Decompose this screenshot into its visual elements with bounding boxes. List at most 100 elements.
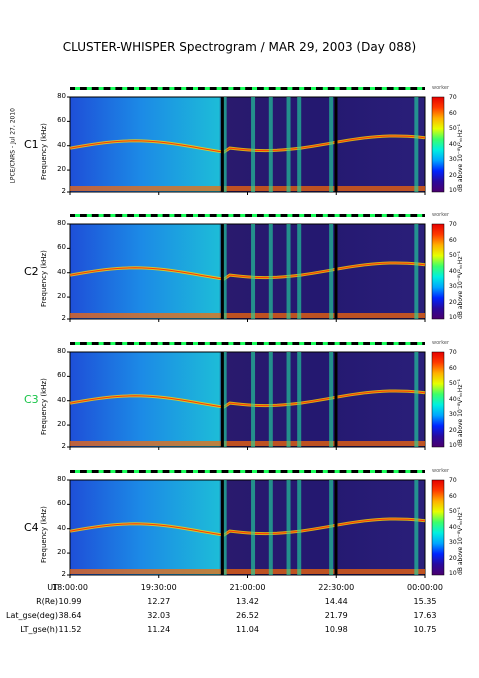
status-segment — [275, 342, 281, 345]
status-segment — [358, 87, 364, 90]
status-segment — [287, 214, 293, 217]
wave-burst — [286, 97, 291, 192]
spectrogram-c1 — [69, 96, 426, 193]
status-segment — [370, 87, 375, 90]
status-segment — [98, 214, 104, 217]
status-segment — [75, 214, 80, 217]
status-segment — [370, 342, 375, 345]
table-cell: 18:00:00 — [52, 583, 88, 592]
status-segment — [86, 214, 92, 217]
status-segment — [157, 87, 163, 90]
wave-burst — [286, 480, 291, 575]
status-segment — [275, 470, 281, 473]
status-segment — [381, 214, 387, 217]
status-segment — [405, 214, 411, 217]
status-segment — [193, 470, 198, 473]
data-gap — [334, 224, 338, 319]
wave-burst — [297, 97, 302, 192]
status-segment — [86, 470, 92, 473]
status-segment — [228, 87, 234, 90]
status-segment — [134, 214, 139, 217]
status-segment — [110, 342, 116, 345]
status-segment — [381, 470, 387, 473]
status-segment — [322, 87, 328, 90]
wave-burst — [286, 224, 291, 319]
status-segment — [86, 342, 92, 345]
spectrogram-c3 — [69, 351, 426, 448]
data-gap — [220, 480, 224, 575]
status-segment — [334, 342, 340, 345]
status-segment — [181, 342, 187, 345]
table-cell: 12.27 — [147, 597, 171, 606]
wave-burst — [268, 97, 273, 192]
low-frequency-band — [70, 569, 425, 574]
status-segment — [134, 87, 139, 90]
status-segment — [299, 214, 305, 217]
table-cell: 10.98 — [324, 625, 348, 634]
chart-title: CLUSTER-WHISPER Spectrogram / MAR 29, 20… — [62, 40, 417, 54]
status-segment — [405, 87, 411, 90]
wave-burst — [297, 224, 302, 319]
status-segment — [193, 87, 198, 90]
wave-burst — [222, 97, 227, 192]
wave-burst — [329, 352, 334, 447]
spectrogram-c4 — [69, 479, 426, 576]
table-row-label: LT_gse(h) — [20, 625, 58, 634]
status-segment — [417, 470, 423, 473]
status-segment — [216, 214, 222, 217]
plasma-line — [69, 518, 426, 536]
status-segment — [98, 342, 104, 345]
status-segment — [311, 87, 316, 90]
status-segment — [240, 342, 246, 345]
status-segment — [169, 214, 175, 217]
status-segment — [157, 342, 163, 345]
table-cell: 11.52 — [58, 625, 82, 634]
table-cell: 26.52 — [236, 611, 259, 620]
table-cell: 22:30:00 — [318, 583, 355, 592]
status-segment — [86, 87, 92, 90]
status-segment — [417, 342, 423, 345]
wave-burst — [251, 224, 256, 319]
status-segment — [145, 87, 151, 90]
status-segment — [122, 342, 128, 345]
table-cell: 32.03 — [147, 611, 171, 620]
status-segment — [228, 214, 234, 217]
status-segment — [252, 470, 257, 473]
plasma-line — [69, 390, 426, 408]
status-segment — [393, 214, 399, 217]
status-segment — [275, 214, 281, 217]
table-cell: 13.42 — [236, 597, 259, 606]
status-segment — [122, 214, 128, 217]
data-gap — [334, 480, 338, 575]
status-segment — [98, 87, 104, 90]
data-gap — [334, 97, 338, 192]
status-segment — [145, 342, 151, 345]
status-segment — [240, 470, 246, 473]
status-segment — [334, 470, 340, 473]
status-segment — [263, 87, 269, 90]
data-gap — [220, 97, 224, 192]
wave-burst — [329, 97, 334, 192]
status-segment — [346, 87, 352, 90]
wave-burst — [414, 480, 419, 575]
wave-burst — [222, 480, 227, 575]
status-segment — [204, 342, 210, 345]
status-segment — [299, 87, 305, 90]
colorbar-c2 — [431, 223, 445, 320]
status-segment — [204, 470, 210, 473]
status-segment — [169, 470, 175, 473]
wave-burst — [414, 352, 419, 447]
table-cell: 00:00:00 — [407, 583, 443, 592]
status-segment — [169, 342, 175, 345]
table-cell: 10.75 — [413, 625, 437, 634]
table-cell: 14.44 — [324, 597, 348, 606]
status-segment — [252, 87, 257, 90]
wave-burst — [268, 352, 273, 447]
status-segment — [75, 470, 80, 473]
status-segment — [299, 470, 305, 473]
wave-burst — [251, 97, 256, 192]
colorbar-c4 — [431, 479, 445, 576]
colorbar-c3 — [431, 351, 445, 448]
status-segment — [110, 214, 116, 217]
table-cell: 17.63 — [413, 611, 437, 620]
